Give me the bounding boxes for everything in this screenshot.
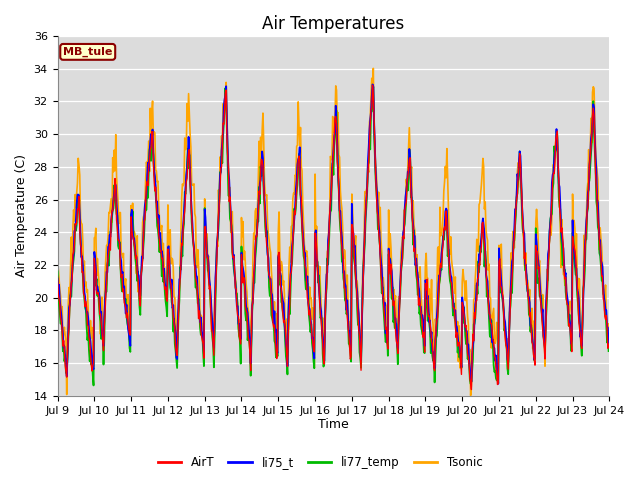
li75_t bbox=[54, 276, 61, 281]
AirT bbox=[177, 276, 184, 281]
li77_temp bbox=[63, 356, 71, 362]
Tsonic bbox=[467, 393, 474, 398]
li77_temp bbox=[54, 268, 61, 274]
li77_temp bbox=[402, 209, 410, 215]
li75_t bbox=[417, 304, 425, 310]
Line: AirT: AirT bbox=[58, 85, 609, 390]
AirT bbox=[120, 300, 128, 305]
AirT bbox=[63, 351, 71, 357]
li75_t bbox=[177, 276, 184, 281]
Line: li77_temp: li77_temp bbox=[58, 87, 609, 385]
X-axis label: Time: Time bbox=[318, 419, 349, 432]
Tsonic bbox=[401, 214, 408, 220]
li77_temp bbox=[121, 298, 129, 303]
li75_t bbox=[494, 381, 502, 387]
li75_t bbox=[369, 82, 376, 87]
Tsonic bbox=[605, 321, 612, 327]
AirT bbox=[417, 309, 425, 314]
AirT bbox=[468, 387, 476, 393]
li77_temp bbox=[418, 327, 426, 333]
Legend: AirT, li75_t, li77_temp, Tsonic: AirT, li75_t, li77_temp, Tsonic bbox=[153, 452, 487, 474]
Title: Air Temperatures: Air Temperatures bbox=[262, 15, 404, 33]
Tsonic bbox=[417, 286, 425, 292]
Text: MB_tule: MB_tule bbox=[63, 47, 113, 57]
li77_temp bbox=[369, 84, 377, 90]
Y-axis label: Air Temperature (C): Air Temperature (C) bbox=[15, 155, 28, 277]
AirT bbox=[605, 341, 612, 347]
li77_temp bbox=[605, 348, 612, 354]
li77_temp bbox=[177, 267, 185, 273]
Line: Tsonic: Tsonic bbox=[58, 68, 609, 396]
Tsonic bbox=[63, 327, 71, 333]
AirT bbox=[401, 208, 408, 214]
AirT bbox=[369, 82, 376, 88]
Tsonic bbox=[177, 259, 184, 264]
li75_t bbox=[63, 354, 71, 360]
Tsonic bbox=[120, 291, 128, 297]
Line: li75_t: li75_t bbox=[58, 84, 609, 384]
li75_t bbox=[205, 276, 213, 282]
AirT bbox=[205, 286, 213, 292]
li77_temp bbox=[206, 285, 214, 291]
li75_t bbox=[605, 341, 612, 347]
AirT bbox=[54, 274, 61, 279]
li77_temp bbox=[90, 383, 97, 388]
Tsonic bbox=[205, 266, 213, 272]
Tsonic bbox=[369, 65, 377, 71]
li75_t bbox=[120, 284, 128, 289]
li75_t bbox=[401, 205, 408, 211]
Tsonic bbox=[54, 265, 61, 271]
